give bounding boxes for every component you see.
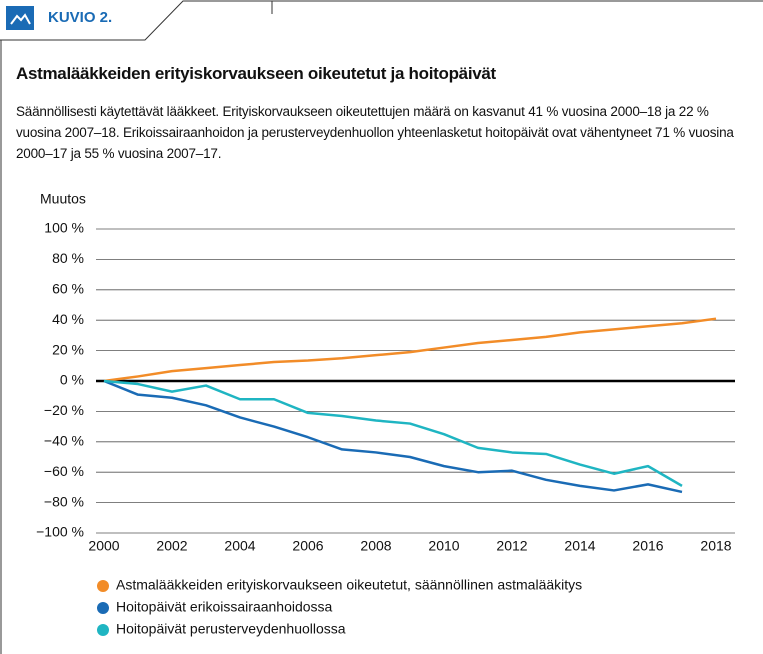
x-tick-label: 2010 [428,538,459,554]
chart-title: Astmalääkkeiden erityiskorvaukseen oikeu… [16,64,496,83]
y-tick-label: 0 % [60,372,84,388]
x-tick-label: 2002 [156,538,187,554]
header-border [0,0,763,41]
y-tick-label: −80 % [44,493,84,509]
chart-subtitle: Säännöllisesti käytettävät lääkkeet. Eri… [16,104,734,161]
y-tick-label: 40 % [52,311,84,327]
legend-swatch [97,580,109,592]
x-tick-label: 2006 [292,538,323,554]
legend-label: Hoitopäivät perusterveydenhuollossa [116,621,346,637]
x-tick-label: 2012 [496,538,527,554]
legend-label: Hoitopäivät erikoissairaanhoidossa [116,599,333,615]
data-line [103,379,683,494]
y-tick-label: −60 % [44,463,84,479]
data-line [103,317,717,383]
x-tick-label: 2008 [360,538,391,554]
legend-swatch [97,602,109,614]
y-tick-label: −40 % [44,433,84,449]
y-tick-label: −100 % [36,524,84,540]
legend-label: Astmalääkkeiden erityiskorvaukseen oikeu… [116,577,582,593]
x-tick-label: 2014 [564,538,595,554]
y-tick-label: 80 % [52,250,84,266]
data-line [103,379,683,487]
legend-swatch [97,624,109,636]
icon-glyph [10,13,31,25]
y-axis-label: Muutos [40,191,86,207]
x-tick-label: 2018 [700,538,731,554]
x-tick-label: 2000 [88,538,119,554]
y-tick-label: 100 % [44,220,84,236]
figure-label: KUVIO 2. [48,9,113,26]
x-tick-label: 2004 [224,538,255,554]
y-tick-label: 60 % [52,281,84,297]
x-tick-label: 2016 [632,538,663,554]
y-tick-label: −20 % [44,402,84,418]
y-tick-label: 20 % [52,341,84,357]
